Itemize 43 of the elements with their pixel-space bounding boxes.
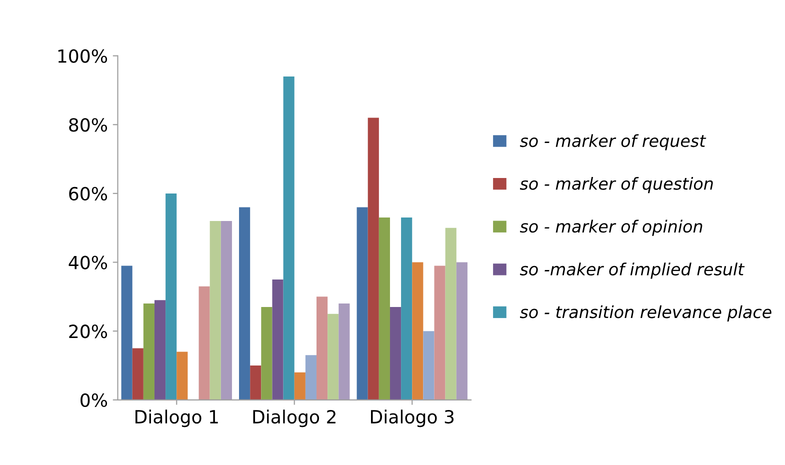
y-tick-label: 20% [69,324,108,338]
y-tick-label: 0% [80,393,108,408]
bar [434,266,446,400]
bar [166,193,177,400]
bar [121,266,132,400]
legend-label: so - marker of request [520,134,706,150]
legend-label: so -maker of implied result [520,262,745,279]
bar [143,304,154,400]
bar [378,218,390,400]
x-tick-label: Dialogo 3 [371,410,454,428]
bar [176,352,188,400]
bar [390,306,402,400]
bar [423,331,434,400]
bar [283,76,294,400]
y-tick-label: 40% [68,256,108,270]
bar [210,220,221,400]
bar [316,296,328,400]
bar [198,286,210,400]
bar [154,300,166,400]
bar [338,304,350,400]
legend-label: so - marker of opinion [520,220,702,236]
bar [412,262,424,400]
bar [305,355,317,400]
bar [328,314,339,400]
bar [220,220,232,400]
bar [456,262,468,400]
x-tick-label: Dialogo 1 [136,410,218,428]
y-tick-label: 100% [58,49,108,63]
bar [272,279,284,400]
y-tick-label: 60% [69,186,108,201]
legend-label: so - marker of question [520,176,713,194]
bar [401,218,412,400]
legend-label: so - transition relevance place [520,305,772,322]
x-tick-label: Dialogo 2 [253,410,336,428]
bar [261,306,272,400]
bar [294,372,306,400]
bar [239,207,250,400]
bar [132,348,144,400]
bar [250,365,262,400]
bar [356,207,368,400]
y-tick-label: 80% [69,118,108,132]
bar [445,228,456,400]
bar [368,118,379,400]
